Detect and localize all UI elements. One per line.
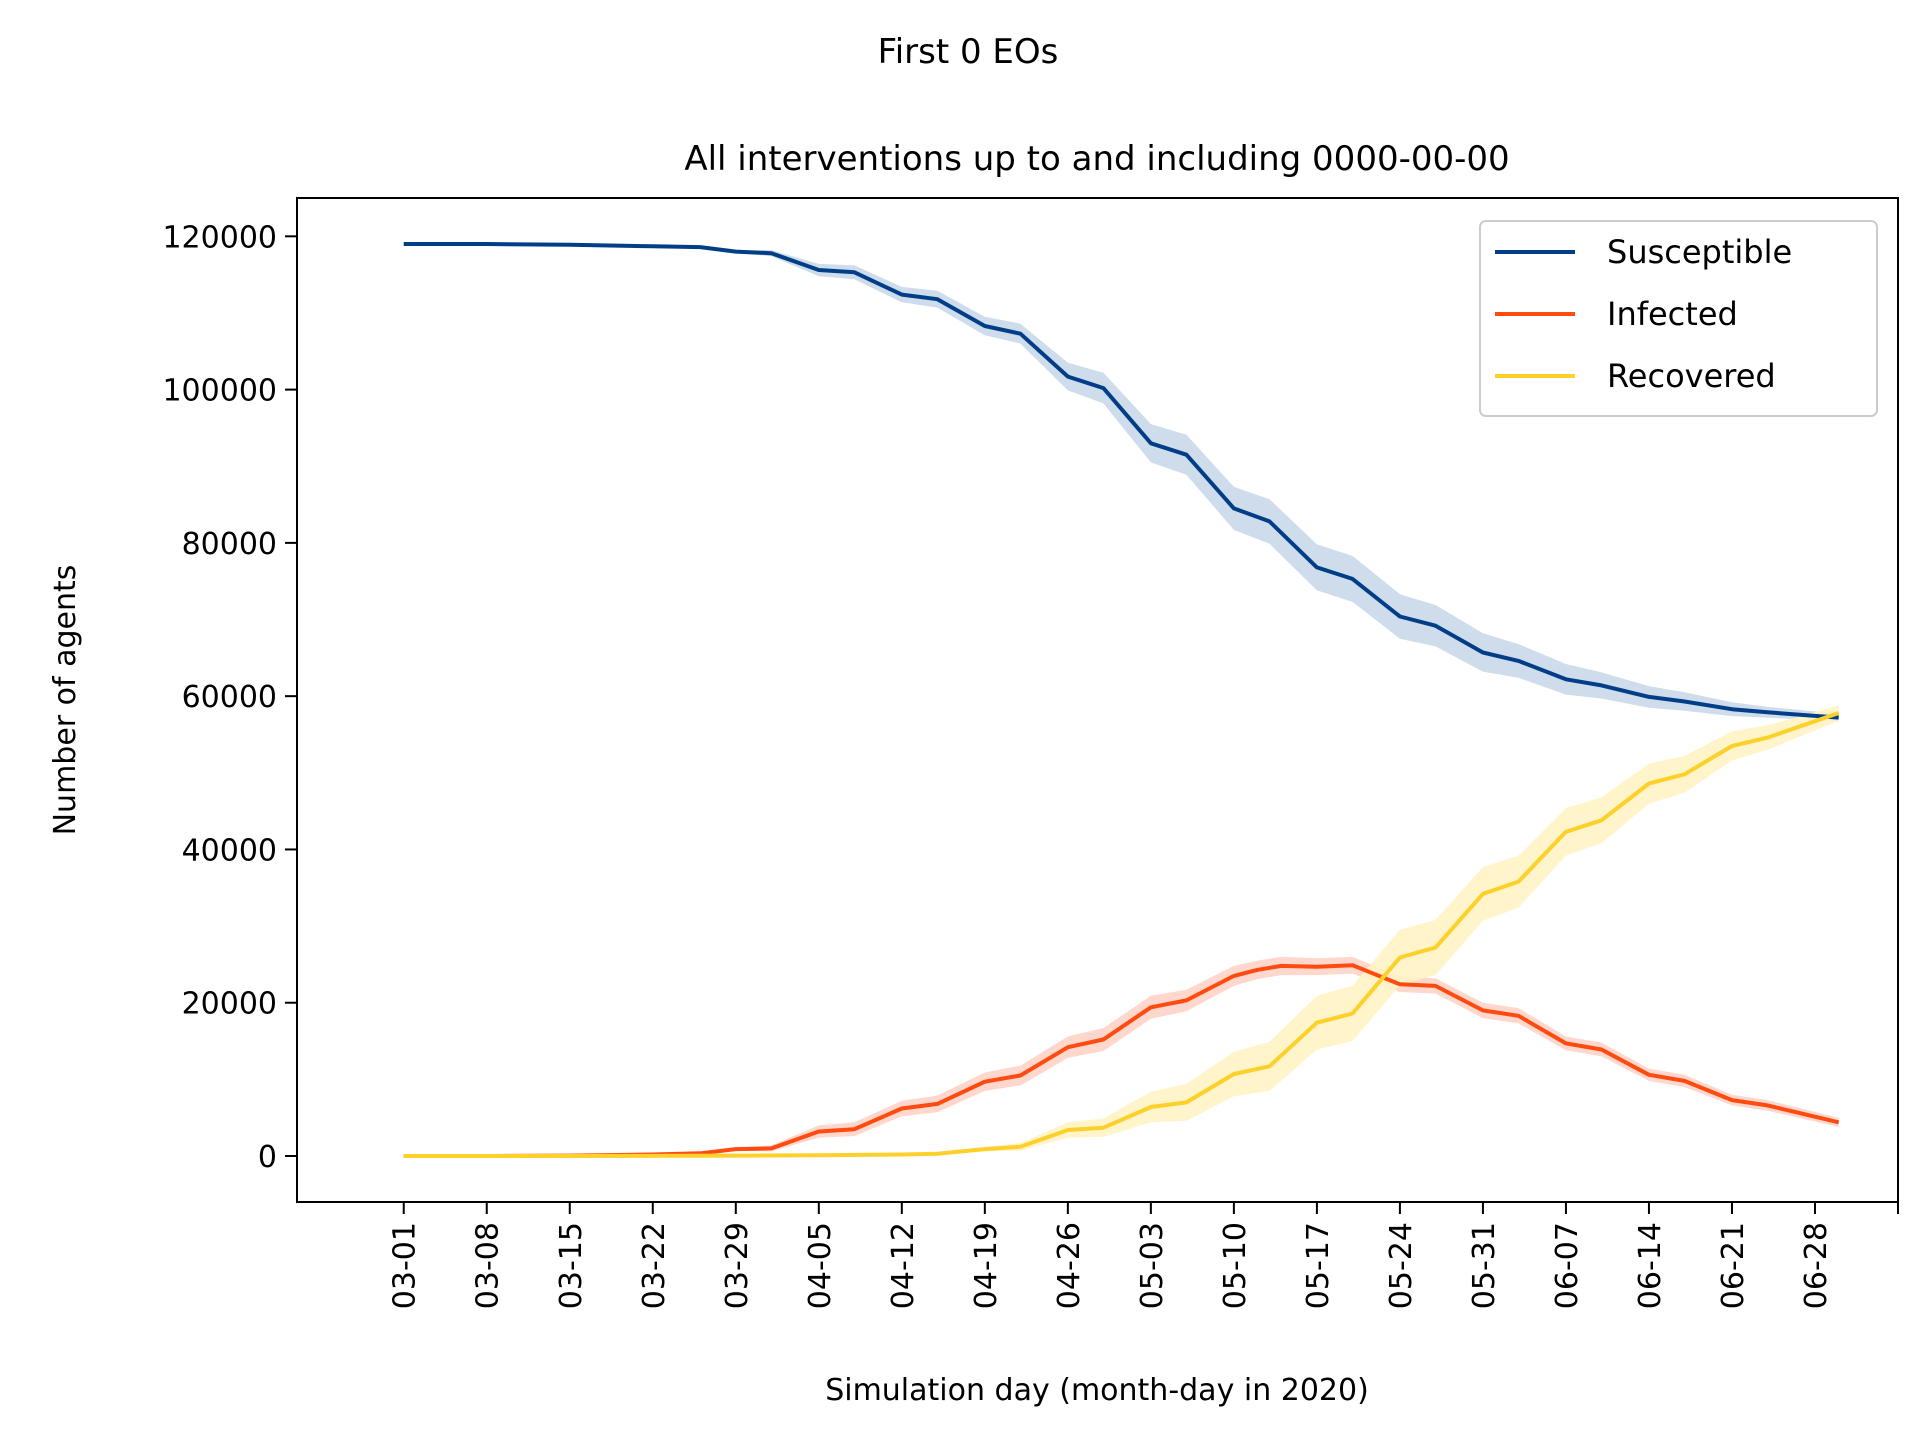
legend-label-recovered: Recovered <box>1607 357 1776 395</box>
y-tick-label: 20000 <box>182 987 277 1022</box>
chart-suptitle: First 0 EOs <box>878 32 1059 72</box>
x-tick-label: 04-19 <box>969 1222 1004 1309</box>
x-tick-label: 03-22 <box>637 1222 672 1309</box>
x-axis: 03-01 03-08 03-15 03-22 03-29 04-05 04-12 04-19… <box>388 1202 1899 1309</box>
y-tick-label: 100000 <box>162 374 277 409</box>
legend-box <box>1479 220 1878 417</box>
x-tick-label: 06-28 <box>1799 1222 1834 1309</box>
recovered-band <box>403 705 1839 1156</box>
confidence-bands <box>403 244 1839 1156</box>
legend-label-susceptible: Susceptible <box>1607 233 1792 271</box>
y-tick-label: 80000 <box>182 527 277 562</box>
y-tick-label: 40000 <box>182 833 277 868</box>
x-tick-label: 04-12 <box>886 1222 921 1309</box>
x-tick-label: 03-08 <box>471 1222 506 1309</box>
y-tick-label: 120000 <box>162 220 277 255</box>
x-tick-label: 06-21 <box>1716 1222 1751 1309</box>
y-axis-label: Number of agents <box>48 565 83 836</box>
x-tick-label: 06-14 <box>1633 1222 1668 1309</box>
x-tick-label: 04-26 <box>1052 1222 1087 1309</box>
infected-line <box>403 963 1840 1158</box>
y-tick-label: 0 <box>258 1140 277 1175</box>
x-tick-label: 06-07 <box>1550 1222 1585 1309</box>
recovered-line <box>403 711 1840 1158</box>
x-tick-label: 04-05 <box>803 1222 838 1309</box>
y-axis: 0 20000 40000 60000 80000 100000 120000 <box>162 220 297 1175</box>
x-axis-label: Simulation day (month-day in 2020) <box>825 1373 1369 1408</box>
series-lines <box>403 242 1840 1158</box>
legend-label-infected: Infected <box>1607 295 1738 333</box>
x-tick-label: 03-29 <box>720 1222 755 1309</box>
x-tick-label: 05-10 <box>1218 1222 1253 1309</box>
chart-title: All interventions up to and including 00… <box>684 139 1509 179</box>
x-tick-label: 05-24 <box>1384 1222 1419 1309</box>
x-tick-label: 05-31 <box>1467 1222 1502 1309</box>
y-tick-label: 60000 <box>182 680 277 715</box>
x-tick-label: 03-15 <box>554 1222 589 1309</box>
plot-frame <box>296 197 1899 1203</box>
susceptible-line <box>403 242 1839 720</box>
infected-band <box>403 956 1839 1156</box>
x-tick-label: 05-17 <box>1301 1222 1336 1309</box>
legend: Susceptible Infected Recovered <box>1479 220 1878 417</box>
x-tick-label: 05-03 <box>1135 1222 1170 1309</box>
x-tick-label: 03-01 <box>388 1222 423 1309</box>
